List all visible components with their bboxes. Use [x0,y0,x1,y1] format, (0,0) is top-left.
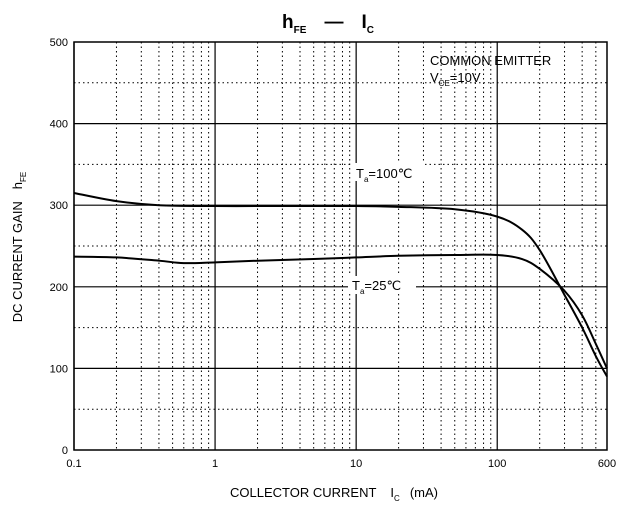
series-line-ta25 [73,253,608,369]
x-axis-label: COLLECTOR CURRENT IC (mA) [230,485,438,503]
grid [73,42,608,450]
svg-text:Ta=25℃: Ta=25℃ [352,278,401,296]
condition-line-2: VCE=10V [430,70,481,88]
series-lines [73,191,608,378]
x-tick-label: 1 [212,458,218,470]
y-tick-label: 400 [50,119,68,131]
y-tick-label: 500 [50,37,68,49]
x-tick-label: 10 [350,458,362,470]
y-tick-label: 100 [50,363,68,375]
series-label-ta25: Ta=25℃ [348,276,416,296]
x-tick-label: 100 [488,458,506,470]
series-label-ta100: Ta=100℃ [352,163,424,184]
chart-title: hFE — IC [282,12,374,36]
y-axis-label: DC CURRENT GAINhFE [10,172,28,323]
condition-line-1: COMMON EMITTER [430,53,551,68]
x-tick-label: 600 [598,458,616,470]
x-tick-label: 0.1 [66,458,81,470]
svg-text:Ta=100℃: Ta=100℃ [356,166,412,184]
axes [73,41,608,451]
series-line-ta100 [73,191,608,378]
y-tick-label: 0 [62,445,68,457]
y-tick-label: 200 [50,282,68,294]
y-tick-label: 300 [50,200,68,212]
plot-frame [73,41,608,451]
tick-labels: 0 100 200 300 400 500 0.1 1 10 100 600 [50,37,617,470]
